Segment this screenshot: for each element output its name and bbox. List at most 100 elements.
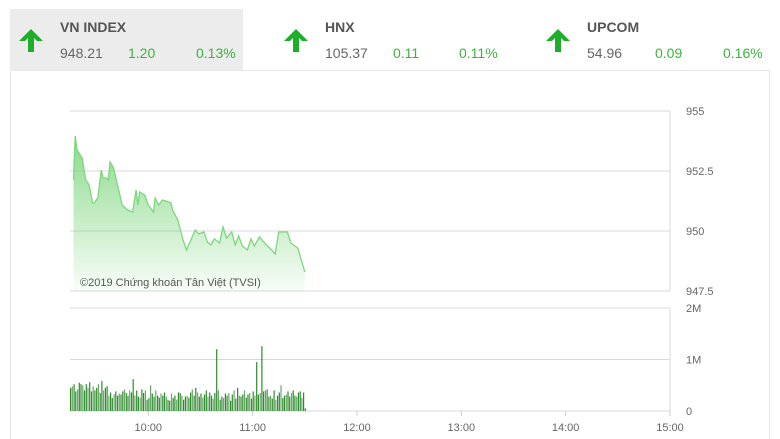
volume-bar <box>226 395 228 411</box>
volume-bar <box>243 390 246 411</box>
volume-bar <box>240 396 242 411</box>
price-tick-label: 947.5 <box>686 286 714 298</box>
volume-bar <box>134 395 136 411</box>
volume-bar <box>163 392 166 411</box>
volume-bar <box>212 398 214 411</box>
volume-bar <box>125 393 127 411</box>
volume-bar <box>190 392 192 411</box>
ticker-hnx[interactable]: HNX 105.37 0.11 0.11% <box>275 9 508 70</box>
volume-bar <box>129 390 131 411</box>
volume-bar <box>92 386 94 411</box>
volume-bar <box>111 398 113 411</box>
volume-bar <box>115 391 117 411</box>
volume-bar <box>183 399 185 411</box>
volume-bar <box>157 395 159 411</box>
volume-bar <box>263 391 265 411</box>
volume-bar <box>150 385 152 412</box>
volume-bar <box>155 390 157 411</box>
volume-bar <box>264 390 266 411</box>
volume-bar <box>104 387 106 411</box>
ticker-name: VN INDEX <box>60 19 127 35</box>
ticker-change: 0.09 <box>655 45 683 61</box>
volume-bar <box>176 399 178 411</box>
volume-bar <box>205 390 207 411</box>
volume-bar <box>97 384 99 411</box>
volume-bar <box>259 393 261 411</box>
volume-bar <box>70 387 72 411</box>
volume-bar <box>287 391 289 411</box>
volume-bar <box>191 389 193 411</box>
volume-bar <box>210 395 213 411</box>
volume-bar <box>181 395 183 411</box>
volume-bar <box>268 396 270 411</box>
volume-tick-label: 2M <box>686 303 701 315</box>
volume-bar <box>167 399 169 411</box>
volume-bar <box>96 387 98 411</box>
volume-bar <box>292 390 294 411</box>
volume-bar <box>297 392 299 411</box>
volume-bar <box>238 395 240 411</box>
volume-bar <box>144 390 146 411</box>
volume-bar <box>254 395 256 411</box>
volume-bar <box>148 398 150 411</box>
volume-bar <box>169 400 171 411</box>
volume-bar <box>90 391 93 411</box>
volume-bar <box>289 396 291 411</box>
ticker-change: 0.11 <box>393 45 420 61</box>
volume-tick-label: 1M <box>686 355 701 367</box>
volume-bar <box>278 392 280 411</box>
volume-bar <box>103 390 105 411</box>
arrow-up-icon <box>546 29 570 52</box>
volume-bar <box>122 391 124 411</box>
volume-bar <box>256 362 258 411</box>
volume-bar <box>101 381 103 411</box>
volume-bar <box>170 393 173 411</box>
chart-panel <box>10 70 770 439</box>
volume-bar <box>224 393 226 411</box>
volume-bar <box>271 398 273 411</box>
ticker-percent: 0.16% <box>723 45 763 61</box>
volume-tick-label: 0 <box>686 406 692 418</box>
ticker-name: HNX <box>325 19 355 35</box>
ticker-value: 948.21 <box>60 45 103 61</box>
volume-bar <box>266 389 268 411</box>
volume-bar <box>184 396 186 411</box>
price-tick-label: 955 <box>686 106 704 118</box>
volume-bar <box>249 393 251 411</box>
volume-bar <box>207 396 209 411</box>
time-tick-label: 12:00 <box>343 422 371 434</box>
price-area <box>73 136 305 291</box>
volume-bar <box>235 398 237 411</box>
volume-bar <box>200 393 202 411</box>
volume-bar <box>301 397 303 411</box>
ticker-upcom[interactable]: UPCOM 54.96 0.09 0.16% <box>537 9 770 70</box>
volume-bar <box>151 393 153 411</box>
volume-bar <box>283 395 286 411</box>
volume-bar <box>158 397 160 411</box>
volume-bar <box>299 391 301 411</box>
volume-bar <box>186 395 188 411</box>
price-line <box>72 135 306 273</box>
volume-bar <box>203 394 206 411</box>
volume-bar <box>247 394 249 411</box>
volume-bar <box>139 397 141 411</box>
ticker-value: 54.96 <box>587 45 623 61</box>
volume-bar <box>87 387 89 411</box>
volume-bar <box>165 396 167 411</box>
volume-bar <box>217 390 219 411</box>
volume-bar <box>294 395 296 411</box>
volume-bar <box>75 391 77 411</box>
ticker-vnindex[interactable]: VN INDEX 948.21 1.20 0.13% <box>10 9 243 70</box>
volume-bar <box>137 396 139 411</box>
volume-bar <box>223 398 225 411</box>
volume-bar <box>193 395 195 411</box>
volume-bar <box>83 390 86 411</box>
volume-bar <box>172 398 174 411</box>
volume-bar <box>174 395 176 411</box>
volume-bar <box>285 394 287 411</box>
volume-bar <box>209 392 211 411</box>
volume-bar <box>127 395 129 411</box>
volume-bar <box>110 392 112 411</box>
volume-bar <box>89 382 91 411</box>
volume-bar <box>106 386 108 411</box>
